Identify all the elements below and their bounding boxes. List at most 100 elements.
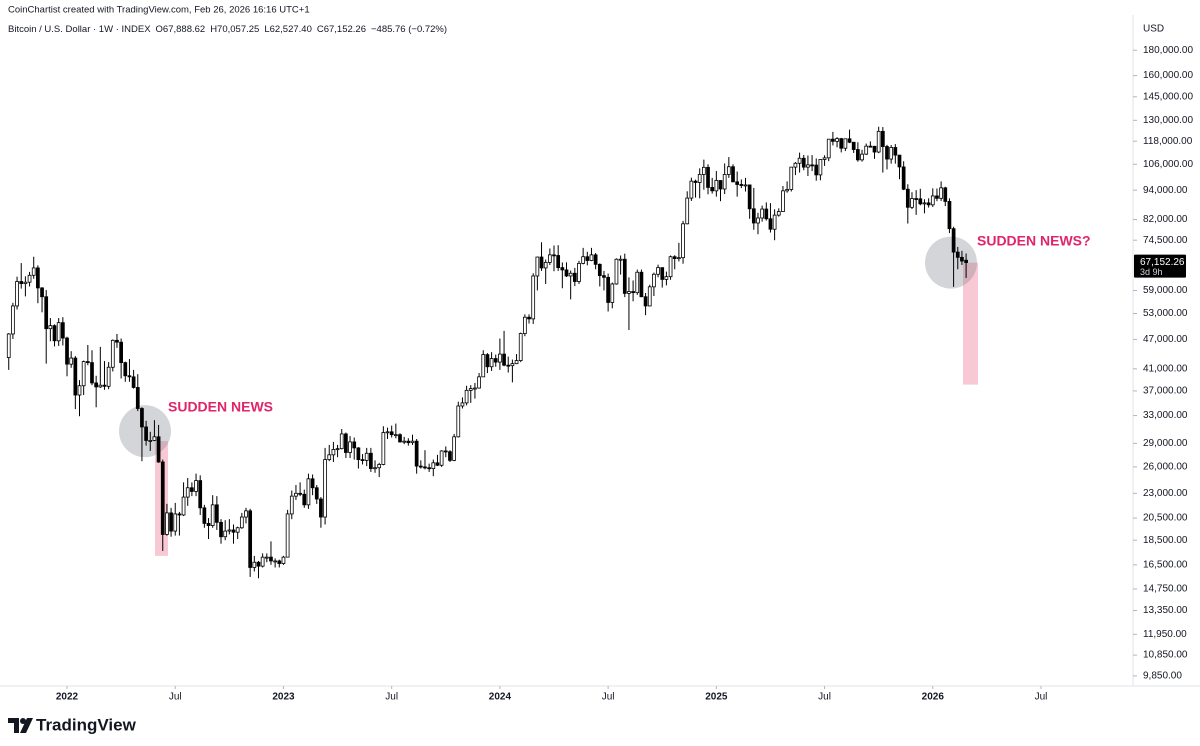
candle-body [631, 291, 635, 294]
candle-body [160, 461, 165, 535]
candle-body [597, 263, 602, 277]
candle-body [185, 487, 190, 498]
candle-body [69, 357, 74, 365]
candle-body [6, 333, 11, 358]
candle-body [560, 267, 565, 271]
candle-body [506, 364, 511, 367]
candle-body [77, 385, 82, 396]
candle-body [772, 214, 777, 230]
candle-body [19, 281, 24, 285]
candle-body [602, 275, 606, 278]
candle-body [835, 138, 839, 142]
y-tick-label: 41,000.00 [1143, 363, 1188, 374]
candle-body [610, 283, 615, 303]
annotation-text: SUDDEN NEWS? [977, 233, 1091, 249]
candle-body [94, 382, 99, 388]
countdown: 3d 9h [1140, 267, 1163, 277]
candle-body [856, 149, 860, 161]
candle-body [381, 432, 386, 465]
candle-body [306, 478, 311, 506]
candle-body [568, 272, 573, 277]
candle-body [248, 510, 253, 568]
candle-body [810, 164, 814, 167]
candle-body [314, 487, 319, 500]
y-tick-label: 145,000.00 [1143, 91, 1193, 102]
candle-body [452, 436, 456, 461]
candle-body [897, 154, 902, 168]
x-tick-label: 2026 [922, 692, 945, 703]
candle-body [518, 333, 523, 361]
low: L62,527.40 [264, 24, 312, 35]
candle-body [294, 492, 298, 497]
candle-body [102, 384, 107, 387]
y-tick-label: 160,000.00 [1143, 70, 1193, 81]
candle-body [726, 166, 731, 175]
candle-body [418, 465, 423, 468]
candle-body [523, 316, 527, 334]
candle-body [360, 459, 365, 461]
candle-body [410, 440, 415, 444]
candle-body [664, 276, 669, 280]
candle-body [693, 180, 698, 183]
y-tick-label: 53,000.00 [1143, 308, 1188, 319]
candle-body [747, 184, 752, 210]
candle-body [65, 337, 69, 365]
candle-body [81, 361, 86, 387]
candle-body [169, 512, 173, 532]
candle-body [239, 516, 244, 529]
candle-body [914, 198, 918, 200]
candle-body [23, 281, 28, 285]
candle-body [839, 138, 844, 149]
candle-body [806, 164, 810, 168]
candle-body [215, 504, 219, 523]
y-tick-label: 18,500.00 [1143, 535, 1188, 546]
candle-body [27, 274, 32, 283]
y-tick-label: 94,000.00 [1143, 185, 1188, 196]
candle-body [31, 267, 36, 276]
candle-body [939, 187, 943, 199]
candle-body [277, 560, 282, 564]
y-tick-label: 74,500.00 [1143, 235, 1188, 246]
candle-body [572, 272, 577, 282]
y-tick-label: 106,000.00 [1143, 159, 1193, 170]
candle-body [647, 286, 652, 307]
candle-body [36, 267, 40, 289]
candle-body [922, 202, 927, 205]
candle-body [793, 162, 798, 168]
candle-body [776, 211, 781, 216]
y-tick-label: 16,500.00 [1143, 559, 1188, 570]
candle-body [872, 145, 877, 153]
candle-body [901, 166, 906, 190]
candle-body [814, 164, 819, 176]
y-tick-label: 23,000.00 [1143, 488, 1188, 499]
candle-body [535, 256, 540, 277]
candle-body [181, 496, 186, 516]
candle-body [635, 271, 640, 294]
candle-body [252, 561, 257, 568]
candle-body [822, 157, 827, 160]
candle-body [40, 287, 44, 298]
candle-body [489, 358, 494, 368]
candle-body [847, 138, 852, 143]
candle-body [743, 184, 748, 187]
candle-body [951, 228, 956, 253]
candle-body [177, 513, 182, 516]
candle-body [760, 208, 764, 219]
candle-body [289, 495, 294, 515]
close: C67,152.26 [317, 24, 366, 35]
candle-body [115, 339, 119, 343]
candle-body [90, 362, 94, 384]
candle-body [269, 556, 273, 562]
candle-body [210, 504, 215, 526]
candle-body [281, 556, 286, 564]
candle-body [930, 195, 935, 206]
candle-body [885, 146, 889, 160]
candle-body [880, 130, 885, 147]
candle-body [722, 174, 727, 190]
candle-body [960, 256, 964, 262]
x-tick-label: Jul [602, 692, 615, 703]
candle-body [11, 305, 15, 335]
candle-body [339, 433, 344, 450]
candle-body [935, 195, 939, 199]
y-tick-label: 9,850.00 [1143, 671, 1182, 682]
